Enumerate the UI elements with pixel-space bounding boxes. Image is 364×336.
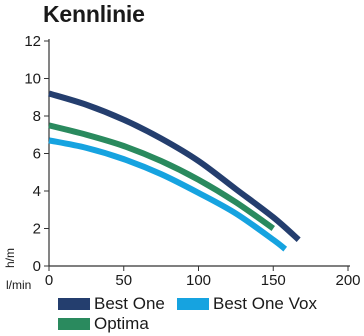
y-tick-label: 6 bbox=[33, 146, 41, 163]
x-tick-label: 0 bbox=[45, 272, 53, 289]
legend-item-best-one: Best One bbox=[58, 295, 165, 313]
y-tick-label: 0 bbox=[33, 258, 41, 275]
y-tick-label: 8 bbox=[33, 108, 41, 125]
chart-title: Kennlinie bbox=[43, 1, 145, 27]
x-tick-label: 100 bbox=[186, 272, 211, 289]
y-tick-label: 10 bbox=[24, 71, 41, 88]
legend-label-optima: Optima bbox=[94, 314, 149, 333]
legend-swatch-optima bbox=[58, 318, 90, 330]
x-tick-label: 50 bbox=[115, 272, 132, 289]
series-line-best-one bbox=[48, 90, 301, 242]
legend-swatch-best-one bbox=[58, 298, 90, 310]
chart-plot: 0 2 4 6 8 10 12 0 50 100 150 200 bbox=[24, 33, 360, 289]
series-line-optima bbox=[48, 122, 275, 231]
series-line-best-one-vox bbox=[48, 137, 288, 252]
y-tick-label: 4 bbox=[33, 183, 41, 200]
x-tick-label: 200 bbox=[335, 272, 360, 289]
legend-item-optima: Optima bbox=[58, 315, 149, 333]
y-axis-label: h/m bbox=[3, 247, 17, 268]
legend-swatch-best-one-vox bbox=[177, 298, 209, 310]
x-axis-label: l/min bbox=[6, 278, 32, 292]
legend-label-best-one: Best One bbox=[94, 294, 165, 313]
legend-item-best-one-vox: Best One Vox bbox=[177, 295, 317, 313]
legend-label-best-one-vox: Best One Vox bbox=[213, 294, 317, 313]
x-tick-label: 150 bbox=[261, 272, 286, 289]
y-tick-label: 12 bbox=[24, 33, 41, 50]
y-tick-label: 2 bbox=[33, 221, 41, 238]
